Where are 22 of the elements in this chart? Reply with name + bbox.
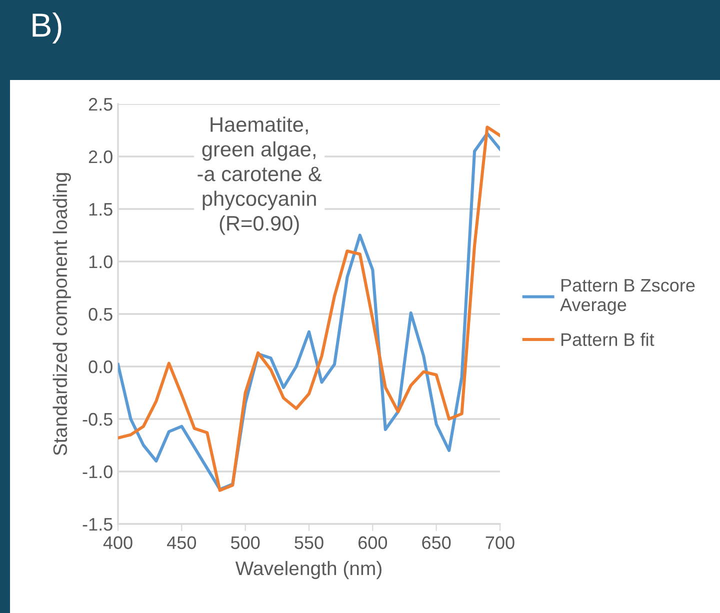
y-tick-label: 1.5 — [89, 203, 112, 216]
y-tick-label: 2.5 — [88, 98, 112, 111]
x-tick-label: 550 — [294, 536, 324, 550]
x-tick-label: 400 — [103, 536, 132, 550]
y-tick-label: -1.0 — [82, 465, 112, 478]
legend-label: Pattern B fit — [561, 332, 654, 346]
y-tick-label: -1.5 — [82, 518, 112, 531]
y-tick-label: 0.0 — [88, 360, 112, 374]
y-tick-label: -0.5 — [82, 412, 112, 426]
x-tick-label: 650 — [422, 536, 451, 550]
y-tick-label: 2.0 — [88, 150, 112, 164]
y-tick-label: 1.0 — [89, 255, 112, 268]
x-tick-label: 600 — [358, 536, 388, 550]
chart-title: B) — [32, 12, 62, 44]
x-axis-title: Wavelength (nm) — [235, 560, 382, 580]
x-tick-label: 700 — [486, 536, 514, 550]
x-tick-label: 450 — [167, 536, 196, 550]
x-tick-label: 500 — [230, 536, 260, 550]
annotation: Haematite, green algae, -a carotene & phycocyanin (R=0.90) — [198, 116, 322, 235]
legend-label: Pattern B Zscore Average — [560, 279, 695, 315]
y-tick-label: 0.5 — [88, 308, 112, 321]
y-axis-title: Standardized component loading — [52, 173, 71, 456]
